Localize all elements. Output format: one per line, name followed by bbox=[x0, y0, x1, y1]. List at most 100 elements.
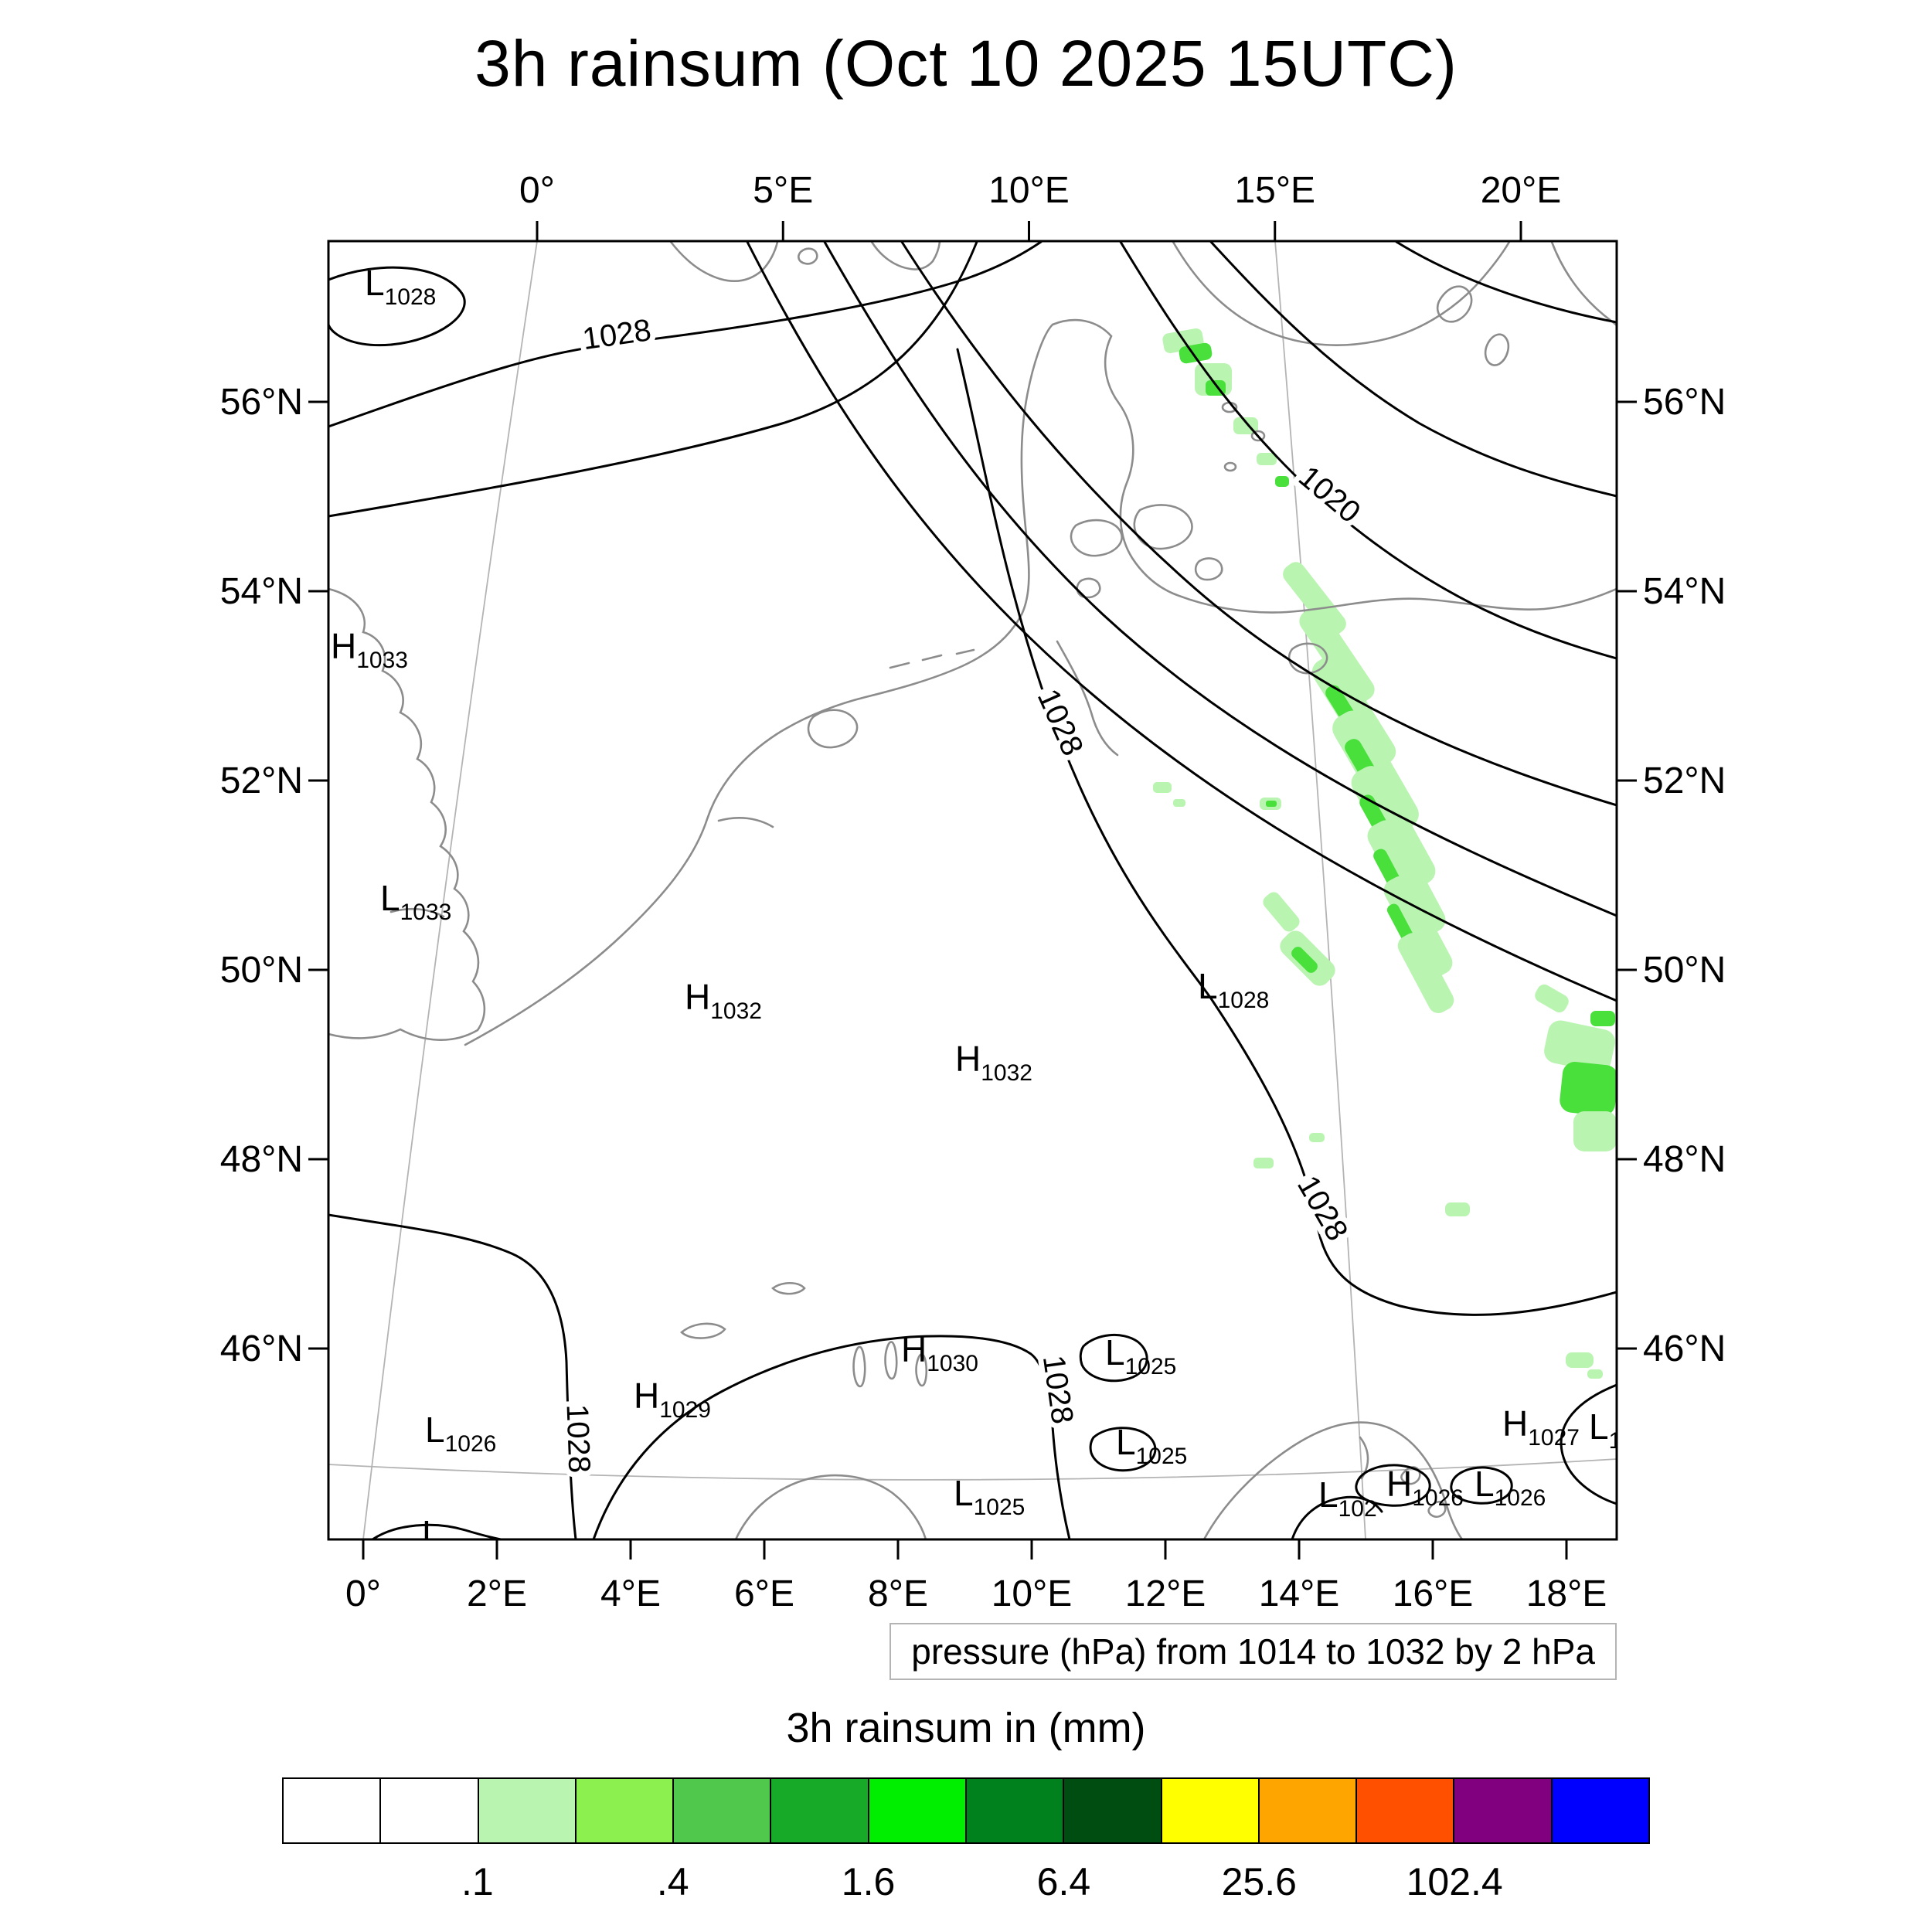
coastline-adriatic bbox=[1202, 1421, 1464, 1539]
pressure-center: L10 bbox=[1589, 1406, 1634, 1454]
isobar-path bbox=[1395, 241, 1617, 324]
coastline-island bbox=[1427, 1500, 1447, 1518]
isobar-label: 1028 bbox=[560, 1403, 596, 1473]
isobar-path bbox=[592, 1335, 1071, 1539]
coastline-lake bbox=[771, 1281, 806, 1295]
colorbar-tick-label: .4 bbox=[656, 1860, 689, 1903]
pressure-caption: pressure (hPa) from 1014 to 1032 by 2 hP… bbox=[889, 1623, 1617, 1680]
axis-label-bottom: 6°E bbox=[734, 1573, 794, 1614]
colorbar-tick-label: .1 bbox=[461, 1860, 494, 1903]
isobar-label: 1028 bbox=[1036, 1353, 1080, 1426]
rain-patch bbox=[1291, 947, 1318, 973]
pressure-center: L1028 bbox=[1198, 966, 1269, 1013]
coastline-island bbox=[921, 654, 943, 662]
pressure-center: L102 bbox=[1318, 1475, 1377, 1522]
colorbar-tick-label: 1.6 bbox=[841, 1860, 896, 1903]
coastline-norway bbox=[669, 241, 779, 282]
colorbar-cell bbox=[1552, 1777, 1650, 1844]
coastline-island bbox=[798, 247, 818, 265]
rain-patch bbox=[1560, 1062, 1617, 1116]
coastline-lake bbox=[680, 1322, 726, 1339]
axis-label-left: 56°N bbox=[220, 382, 303, 423]
isobar-path bbox=[328, 1213, 577, 1539]
axis-label-left: 46°N bbox=[220, 1328, 303, 1369]
colorbar-tick-label: 102.4 bbox=[1406, 1860, 1503, 1903]
rain-patch bbox=[1566, 1352, 1594, 1368]
axis-layer: 0° 5°E 10°E 15°E 20°E 0° 2°E 4°E 6°E 8°E 10°E 12°E 1… bbox=[220, 170, 1726, 1614]
axis-label-right: 50°N bbox=[1643, 950, 1726, 991]
rain-patch bbox=[1179, 342, 1213, 364]
axis-label-right: 48°N bbox=[1643, 1139, 1726, 1180]
axis-label-bottom: 16°E bbox=[1393, 1573, 1474, 1614]
pressure-center: H1032 bbox=[955, 1039, 1032, 1086]
colorbar-tick-label: 25.6 bbox=[1221, 1860, 1297, 1903]
rain-patch bbox=[1573, 1111, 1617, 1151]
pressure-center: L1025 bbox=[1105, 1332, 1176, 1379]
coastline-island bbox=[889, 662, 910, 669]
axis-label-left: 48°N bbox=[220, 1139, 303, 1180]
pressure-center: L1025 bbox=[954, 1473, 1025, 1520]
colorbar-cell bbox=[1357, 1777, 1455, 1844]
rain-patch bbox=[1590, 1011, 1615, 1026]
rain-patch bbox=[1309, 1133, 1325, 1142]
coastline-thames bbox=[389, 907, 445, 918]
axis-label-left: 50°N bbox=[220, 950, 303, 991]
isobar-path bbox=[1355, 1464, 1431, 1507]
isobar-label: 1020 bbox=[1292, 460, 1366, 530]
colorbar-cell bbox=[1454, 1777, 1553, 1844]
pressure-center: H1026 bbox=[1386, 1464, 1464, 1511]
coastline-island bbox=[1076, 577, 1101, 599]
isobar-path bbox=[823, 241, 1617, 917]
colorbar-cell bbox=[576, 1777, 675, 1844]
coastline-sweden bbox=[870, 241, 941, 270]
coastline-lake bbox=[852, 1345, 866, 1388]
axis-label-bottom: 2°E bbox=[467, 1573, 527, 1614]
axis-label-right: 56°N bbox=[1643, 382, 1726, 423]
legend-title: 3h rainsum in (mm) bbox=[786, 1705, 1146, 1751]
rain-patch bbox=[1257, 453, 1277, 465]
isobar-path bbox=[328, 266, 466, 347]
axis-label-bottom: 18°E bbox=[1526, 1573, 1607, 1614]
meridian-line bbox=[1274, 241, 1366, 1539]
pressure-center: H1027 bbox=[1502, 1403, 1580, 1451]
colorbar-cell bbox=[771, 1777, 869, 1844]
isobar-path bbox=[328, 241, 978, 518]
colorbar-cell bbox=[282, 1777, 382, 1844]
rain-patch bbox=[1383, 876, 1453, 978]
axis-label-bottom: 4°E bbox=[600, 1573, 661, 1614]
axis-label-bottom: 0° bbox=[345, 1573, 381, 1614]
coastline-britain bbox=[328, 587, 486, 1041]
isobar-path bbox=[1089, 1427, 1157, 1472]
coastline-island bbox=[1221, 401, 1238, 413]
coastline-island bbox=[1484, 333, 1509, 366]
isobar-path bbox=[1291, 1495, 1383, 1539]
page-title: 3h rainsum (Oct 10 2025 15UTC) bbox=[474, 27, 1458, 100]
colorbar-tick-label: 6.4 bbox=[1036, 1860, 1091, 1903]
pressure-center: L1033 bbox=[380, 878, 451, 925]
coastlines bbox=[328, 241, 1617, 1539]
pressure-center: L1028 bbox=[365, 263, 436, 310]
coastline-sweden bbox=[1550, 241, 1617, 327]
isobar-path bbox=[746, 241, 1617, 1002]
colorbar-cell bbox=[1162, 1777, 1260, 1844]
colorbar-cell bbox=[478, 1777, 577, 1844]
coastline-river bbox=[1056, 640, 1119, 757]
rain-patch bbox=[1587, 1369, 1603, 1379]
coastline-lagoon bbox=[1287, 642, 1328, 675]
pressure-center: L1026 bbox=[1475, 1464, 1546, 1511]
axis-label-top: 10°E bbox=[988, 170, 1070, 211]
isobar-path bbox=[1560, 1383, 1617, 1505]
colorbar-cell bbox=[869, 1777, 967, 1844]
isobar-label: 1028 bbox=[580, 313, 653, 356]
coastline-island bbox=[1194, 557, 1223, 581]
coastline-lake bbox=[884, 1341, 898, 1380]
isobar-path bbox=[900, 241, 1617, 807]
isobar-label: 1028 bbox=[1291, 1170, 1355, 1247]
coastline-river bbox=[717, 816, 774, 828]
coastline-island bbox=[1223, 461, 1237, 472]
axis-label-top: 5°E bbox=[753, 170, 813, 211]
rain-patch bbox=[1266, 801, 1277, 807]
pressure-center: L1026 bbox=[425, 1410, 496, 1457]
pressure-center: L bbox=[422, 1513, 442, 1553]
